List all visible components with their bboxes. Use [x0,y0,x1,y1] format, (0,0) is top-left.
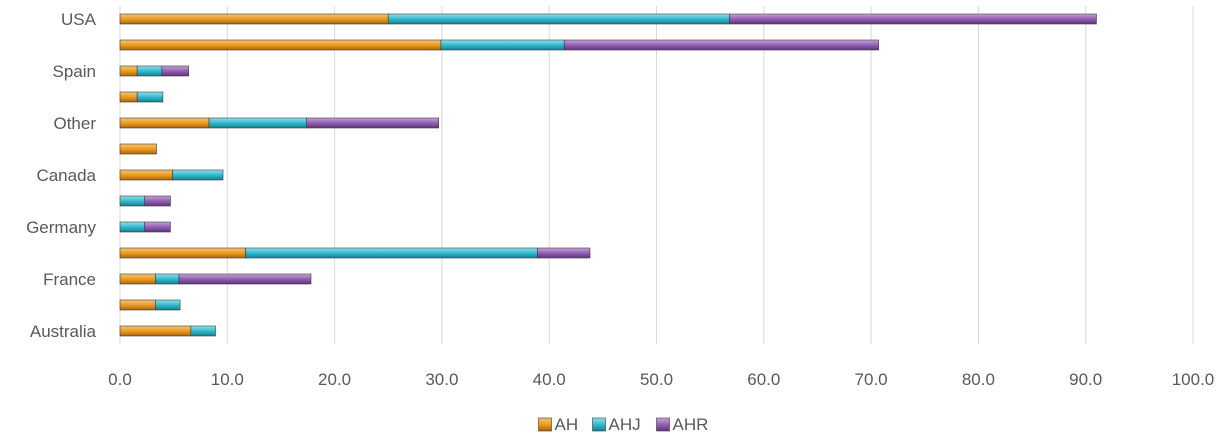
x-tick-label: 30.0 [425,370,458,389]
gridlines [119,6,1194,344]
bar-segment-ahj [190,325,216,337]
bar-segment-ah [119,169,173,181]
bar-segment-ah [119,91,138,103]
bar-segment-ahr [537,247,591,259]
bar-segment-ahj [387,13,730,25]
bar-segment-ah [119,13,389,25]
bar-segment-ahj [155,299,181,311]
bar-segment-ahj [136,65,163,77]
legend-label: AHR [673,415,709,434]
bar-segment-ahr [178,273,312,285]
x-tick-label: 40.0 [533,370,566,389]
bar-segment-ahj [136,91,164,103]
legend-swatch-ahj [592,417,606,432]
legend-swatch-ahr [656,417,670,432]
bar-segment-ahj [245,247,538,259]
x-tick-label: 10.0 [211,370,244,389]
bar-segment-ahr [306,117,439,129]
category-label: France [43,270,96,289]
category-label: USA [61,10,97,29]
bar-segment-ahr [161,65,189,77]
bar-segment-ahr [144,195,171,207]
legend: AH AHJ AHR [538,415,709,434]
x-tick-label: 50.0 [640,370,673,389]
category-label: Other [53,114,96,133]
bar-segment-ahj [440,39,565,51]
x-tick-label: 60.0 [747,370,780,389]
bar-segment-ah [119,39,442,51]
category-label: Spain [53,62,96,81]
bar-segment-ahj [119,221,145,233]
x-tick-label: 80.0 [962,370,995,389]
bar-segment-ah [119,117,210,129]
bars [119,13,1097,337]
bar-segment-ahr [144,221,171,233]
bar-segment-ahj [208,117,308,129]
x-tick-label: 70.0 [855,370,888,389]
category-label: Germany [26,218,96,237]
bar-segment-ah [119,273,156,285]
bar-segment-ahr [729,13,1097,25]
bar-segment-ah [119,325,192,337]
legend-swatch-ah [538,417,552,432]
x-tick-label: 100.0 [1172,370,1215,389]
category-axis-labels: USA Spain Other Canada Germany France Australi… [26,10,97,341]
bar-segment-ah [119,247,246,259]
x-tick-label: 20.0 [318,370,351,389]
value-axis-tick-labels: 0.0 10.0 20.0 30.0 40.0 50.0 60.0 70.0 80.0 90.0 1… [108,370,1214,389]
x-tick-label: 90.0 [1069,370,1102,389]
bar-segment-ahj [119,195,145,207]
x-tick-label: 0.0 [108,370,132,389]
category-label: Canada [36,166,96,185]
bar-segment-ah [119,65,138,77]
bar-segment-ahj [172,169,224,181]
bar-segment-ah [119,143,157,155]
bar-segment-ahr [563,39,879,51]
category-label: Australia [30,322,97,341]
bar-segment-ahj [155,273,180,285]
bar-segment-ah [119,299,156,311]
legend-label: AH [555,415,579,434]
legend-label: AHJ [609,415,641,434]
